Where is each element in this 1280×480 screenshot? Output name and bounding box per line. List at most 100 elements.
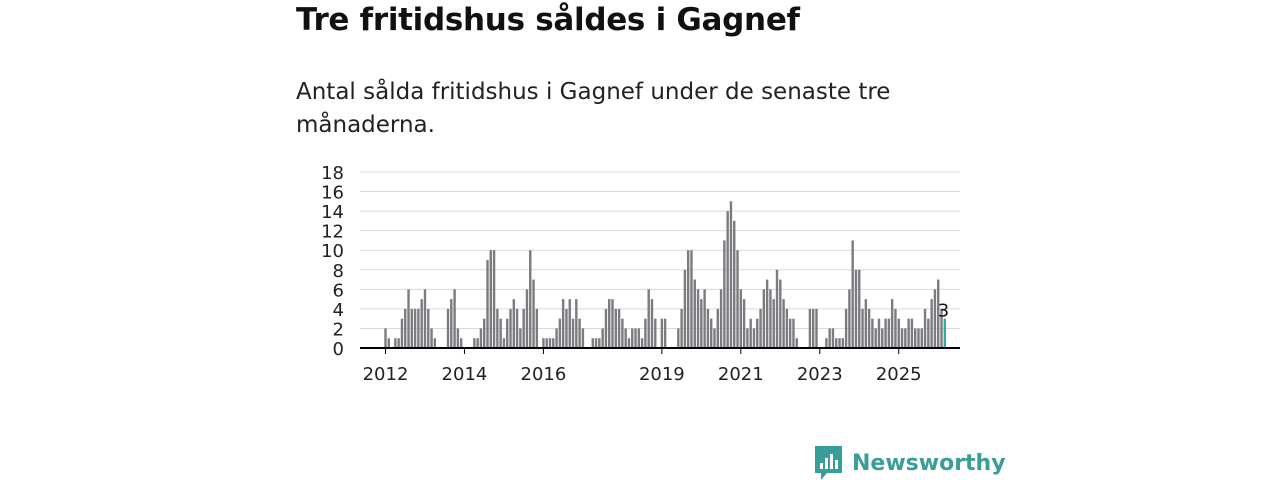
bar [506, 318, 509, 348]
bar [617, 308, 621, 348]
bar [637, 328, 641, 348]
bar [910, 318, 914, 348]
bar [920, 328, 923, 348]
bar [542, 338, 545, 348]
bar [812, 308, 815, 348]
bar [723, 240, 726, 348]
bar [578, 318, 581, 348]
bar [509, 308, 512, 348]
bar [907, 318, 910, 348]
bar [446, 308, 450, 348]
bar [525, 289, 529, 348]
bar [867, 308, 871, 348]
bar [450, 299, 453, 348]
bar [831, 328, 835, 348]
bar [739, 289, 743, 348]
bar [917, 328, 920, 348]
bar [913, 328, 917, 348]
bar [486, 260, 489, 348]
bar [555, 328, 558, 348]
bar [904, 328, 907, 348]
bar [887, 318, 891, 348]
bar [825, 338, 828, 348]
y-tick-label: 10 [321, 241, 344, 262]
newsworthy-brand[interactable]: Newsworthy [815, 446, 1006, 480]
bar [644, 318, 647, 348]
bar [489, 250, 492, 348]
bar [844, 308, 848, 348]
bar [394, 338, 397, 348]
bar [502, 338, 506, 348]
bar [404, 308, 407, 348]
bar [943, 318, 946, 348]
x-axis-tick-labels: 2012 2014 2016 2019 2021 2023 2025 [363, 348, 922, 385]
bar [640, 338, 644, 348]
bar [677, 328, 680, 348]
y-tick-label: 12 [321, 222, 344, 243]
bar [456, 328, 460, 348]
bar [663, 318, 667, 348]
y-tick-label: 4 [333, 300, 344, 321]
bar [881, 328, 884, 348]
bar [476, 338, 479, 348]
bar [631, 328, 634, 348]
bar [614, 308, 617, 348]
bar [410, 308, 414, 348]
bar [608, 299, 611, 348]
bar [736, 250, 739, 348]
bar [752, 328, 756, 348]
bar [407, 289, 410, 348]
bar [841, 338, 845, 348]
y-tick-label: 0 [333, 339, 344, 360]
bar [696, 289, 700, 348]
x-tick-label: 2012 [363, 364, 409, 385]
bar [815, 308, 818, 348]
bar [719, 289, 723, 348]
bar [496, 308, 499, 348]
bar [397, 338, 400, 348]
bar [430, 328, 433, 348]
bar [473, 338, 476, 348]
chart-title: Tre fritidshus såldes i Gagnef [296, 2, 800, 38]
bar [900, 328, 904, 348]
bar [779, 279, 782, 348]
annotations: 3 [938, 301, 949, 322]
bar [598, 338, 601, 348]
bar [611, 299, 614, 348]
bar [568, 299, 571, 348]
bar [854, 269, 858, 348]
bar [634, 328, 637, 348]
bar [713, 328, 716, 348]
bar [647, 289, 650, 348]
bar [703, 289, 706, 348]
bar [529, 250, 532, 348]
bar [933, 289, 937, 348]
bar [716, 308, 719, 348]
bar [571, 318, 575, 348]
bar [683, 269, 687, 348]
bar [535, 308, 539, 348]
bar [864, 299, 868, 348]
bar [453, 289, 456, 348]
bar [483, 318, 486, 348]
bar [808, 308, 812, 348]
bar [604, 308, 608, 348]
bar [927, 318, 930, 348]
bar [877, 318, 881, 348]
bar [700, 299, 703, 348]
bar [492, 250, 496, 348]
x-tick-label: 2021 [718, 364, 764, 385]
brand-name: Newsworthy [852, 450, 1006, 476]
bar [601, 328, 604, 348]
bar [858, 269, 861, 348]
bar [594, 338, 598, 348]
bar [433, 338, 437, 348]
bar [890, 299, 894, 348]
bar [851, 240, 854, 348]
bar [558, 318, 562, 348]
bar [937, 279, 940, 348]
bar [690, 250, 693, 348]
bar [710, 318, 713, 348]
